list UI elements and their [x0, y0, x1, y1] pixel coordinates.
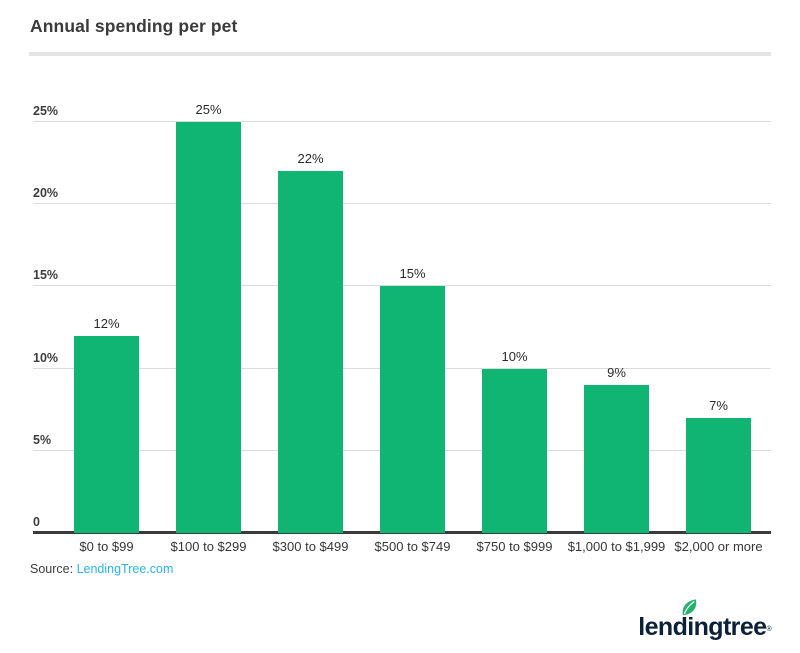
y-axis-tick-label: 5%	[33, 432, 52, 447]
x-axis-labels: $0 to $99 $100 to $299 $300 to $499 $500 to…	[33, 539, 771, 557]
x-axis-label: $300 to $499	[272, 539, 349, 554]
source-link[interactable]: LendingTree.com	[76, 562, 174, 576]
bar	[686, 417, 751, 533]
logo-wordmark-wrap: lendingtree®	[638, 599, 772, 641]
page-title: Annual spending per pet	[30, 16, 238, 36]
y-axis-tick-label: 25%	[33, 104, 59, 118]
gridline	[33, 285, 771, 287]
bar	[74, 335, 139, 533]
title-divider	[29, 52, 771, 56]
gridline	[33, 203, 771, 205]
y-axis-tick-label: 0	[33, 515, 40, 529]
bar-value-label: 9%	[607, 365, 626, 381]
x-axis-label: $1,000 to $1,999	[567, 539, 666, 554]
bar-value-label: 12%	[93, 315, 120, 331]
logo-wordmark: lendingtree®	[638, 613, 771, 641]
bar	[278, 171, 343, 533]
lendingtree-logo: lendingtree®	[638, 596, 772, 641]
bar-value-label: 15%	[399, 266, 426, 282]
bar	[380, 286, 445, 533]
bar-chart-plot-area: 0 5% 10% 15% 20% 25% 12% 25% 22% 15% 10% 9% 7%	[33, 88, 771, 534]
y-axis-tick-label: 15%	[33, 268, 59, 283]
x-axis-label: $0 to $99	[79, 539, 134, 554]
bar	[176, 122, 241, 533]
bar-value-label: 22%	[297, 151, 324, 167]
x-axis-label: $2,000 or more	[674, 539, 763, 554]
y-axis-tick-label: 20%	[33, 186, 59, 201]
source-line: Source: LendingTree.com	[30, 562, 173, 576]
x-axis-label: $750 to $999	[476, 539, 553, 554]
bar-value-label: 25%	[195, 102, 222, 117]
registered-trademark: ®	[766, 626, 771, 633]
gridline	[33, 121, 771, 122]
x-axis-label: $500 to $749	[374, 539, 451, 554]
bar	[584, 385, 649, 533]
y-axis-tick-label: 10%	[33, 350, 59, 365]
bar	[482, 368, 547, 533]
leaf-icon	[682, 599, 697, 616]
source-label: Source:	[30, 562, 77, 576]
bar-value-label: 10%	[501, 348, 528, 364]
bar-value-label: 7%	[709, 397, 728, 413]
x-axis-label: $100 to $299	[170, 539, 247, 554]
